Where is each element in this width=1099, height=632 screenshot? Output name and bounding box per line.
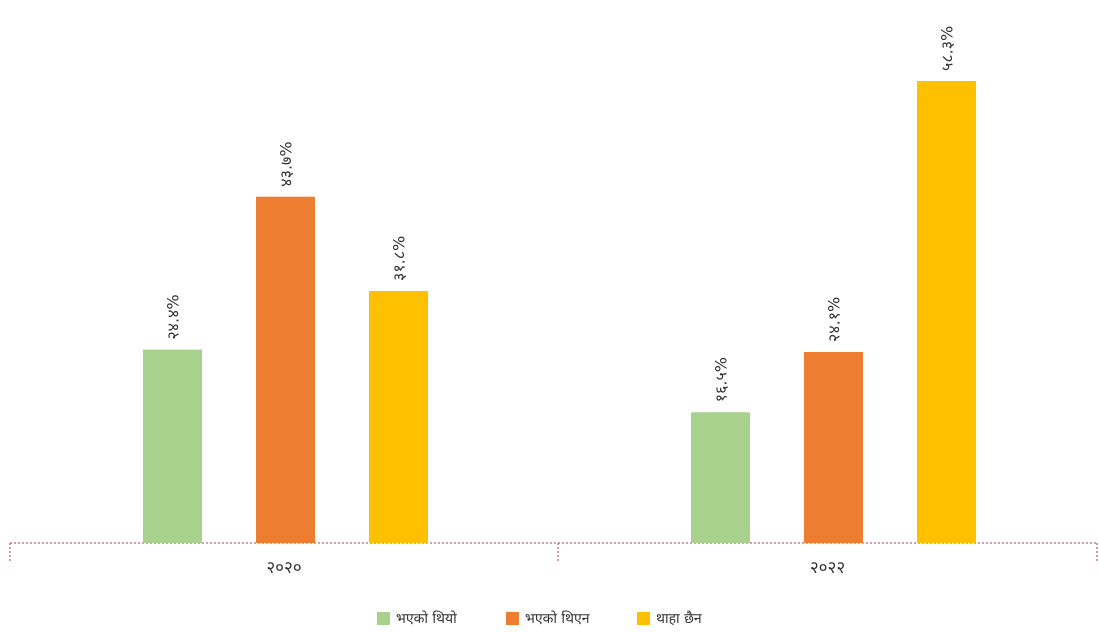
legend-label-0: भएको थियो xyxy=(396,610,457,627)
legend-item-0: भएको थियो xyxy=(377,608,457,628)
legend-item-2: थाहा छैन xyxy=(637,608,702,628)
legend-item-1: भएको थिएन xyxy=(506,608,590,628)
bar-1-0 xyxy=(691,412,750,543)
data-label-0-2: ३१.८% xyxy=(390,236,409,281)
category-label-0: २०२० xyxy=(266,558,301,578)
legend-swatch-2 xyxy=(637,611,650,625)
category-label-1: २०२२ xyxy=(810,558,845,578)
data-label-1-1: २४.१% xyxy=(825,297,844,342)
legend: भएको थियो भएको थिएन थाहा छैन xyxy=(0,608,1099,632)
data-label-1-2: ५८.३% xyxy=(938,26,957,71)
bar-0-0 xyxy=(143,349,202,543)
bar-chart: २४.४% ४३.७% ३१.८% २०२० १६.५% २४.१% ५८.३% २०२२ xyxy=(9,26,1098,578)
data-label-0-1: ४३.७% xyxy=(277,141,296,186)
legend-swatch-0 xyxy=(377,611,390,625)
legend-swatch-1 xyxy=(506,611,519,625)
bar-0-2 xyxy=(369,291,428,543)
legend-label-2: थाहा छैन xyxy=(656,610,702,627)
bar-1-1 xyxy=(804,352,863,543)
bar-0-1 xyxy=(256,196,315,543)
legend-label-1: भएको थिएन xyxy=(525,610,590,627)
data-label-1-0: १६.५% xyxy=(712,357,731,402)
bar-1-2 xyxy=(917,81,976,543)
data-label-0-0: २४.४% xyxy=(164,294,183,339)
